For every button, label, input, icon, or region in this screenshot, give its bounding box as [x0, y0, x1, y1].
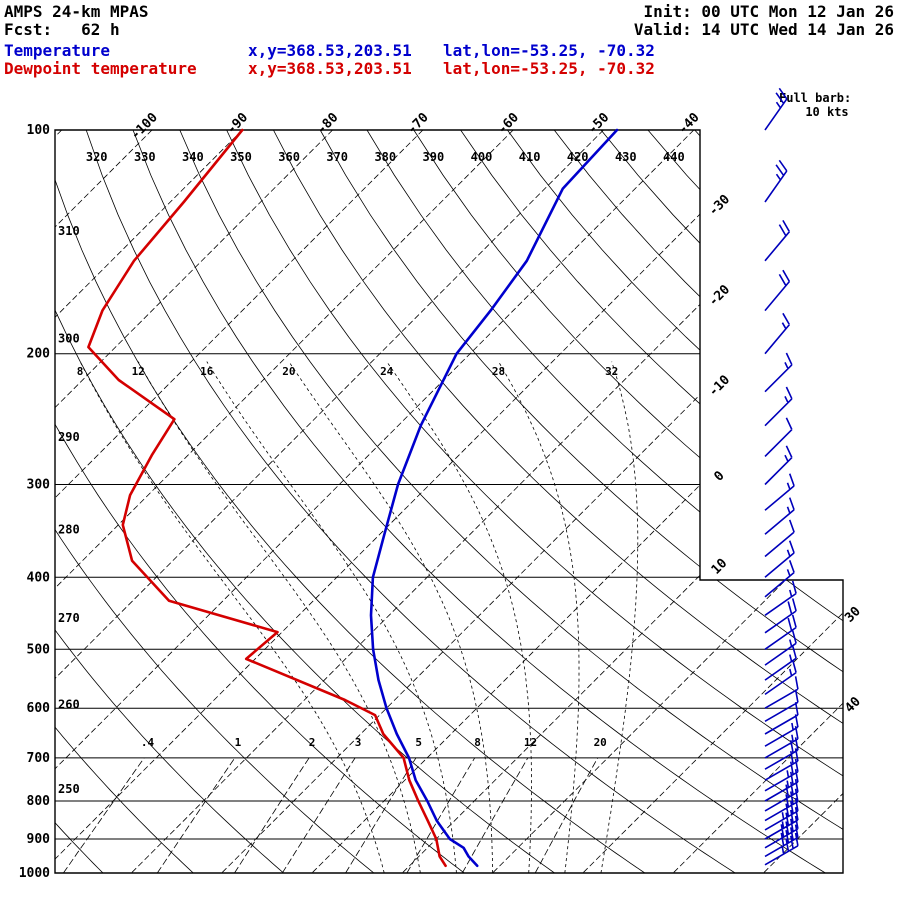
svg-text:200: 200: [27, 347, 51, 362]
svg-text:340: 340: [182, 150, 204, 164]
svg-text:430: 430: [615, 150, 637, 164]
svg-text:320: 320: [86, 150, 108, 164]
isotherm-lines: [55, 130, 843, 873]
svg-text:500: 500: [27, 642, 51, 657]
svg-text:400: 400: [27, 570, 51, 585]
svg-text:40: 40: [842, 694, 864, 716]
svg-text:300: 300: [58, 331, 80, 345]
svg-text:410: 410: [519, 150, 541, 164]
svg-text:2: 2: [309, 736, 316, 749]
forecast-hour: Fcst: 62 h: [4, 20, 120, 39]
pressure-gridlines: [55, 130, 843, 873]
svg-text:270: 270: [58, 611, 80, 625]
svg-text:-30: -30: [706, 192, 733, 219]
svg-text:-50: -50: [585, 110, 612, 137]
svg-text:3: 3: [355, 736, 362, 749]
svg-text:-60: -60: [495, 110, 522, 137]
moist-adiabat-lines: [79, 361, 639, 873]
mixing-ratio-lines: [63, 757, 599, 873]
svg-text:.4: .4: [141, 736, 155, 749]
svg-text:20: 20: [594, 736, 607, 749]
svg-text:8: 8: [474, 736, 481, 749]
svg-text:1000: 1000: [19, 866, 50, 881]
barb-legend: Full barb: 10 kts: [779, 91, 875, 119]
temperature-curve: [369, 128, 619, 868]
svg-text:440: 440: [663, 150, 685, 164]
plot-border: [54, 129, 844, 874]
dewpoint-xy: x,y=368.53,203.51: [248, 59, 412, 78]
svg-text:100: 100: [27, 123, 51, 138]
svg-text:-40: -40: [675, 110, 702, 137]
valid-time: Valid: 14 UTC Wed 14 Jan 26: [633, 20, 894, 39]
svg-text:12: 12: [524, 736, 537, 749]
temperature-xy: x,y=368.53,203.51: [248, 41, 412, 60]
barb-legend-line2: 10 kts: [805, 105, 849, 119]
wind-barbs: [764, 87, 799, 866]
svg-text:250: 250: [58, 782, 80, 796]
svg-text:1: 1: [235, 736, 242, 749]
svg-text:260: 260: [58, 698, 80, 712]
svg-text:300: 300: [27, 478, 51, 493]
svg-text:30: 30: [842, 604, 864, 626]
svg-text:16: 16: [200, 365, 214, 378]
svg-text:10: 10: [709, 556, 731, 578]
svg-text:290: 290: [58, 430, 80, 444]
dewpoint-curve: [87, 128, 447, 868]
dry-adiabat-lines: [55, 130, 843, 873]
svg-text:600: 600: [27, 701, 51, 716]
model-title: AMPS 24-km MPAS: [4, 2, 149, 21]
svg-text:8: 8: [77, 365, 84, 378]
svg-text:-10: -10: [706, 372, 733, 399]
svg-text:-70: -70: [405, 110, 432, 137]
svg-text:5: 5: [415, 736, 422, 749]
temperature-legend-label: Temperature: [4, 41, 110, 60]
svg-text:28: 28: [492, 365, 505, 378]
svg-text:330: 330: [134, 150, 156, 164]
svg-text:12: 12: [132, 365, 145, 378]
svg-text:20: 20: [282, 365, 295, 378]
dewpoint-legend-label: Dewpoint temperature: [4, 59, 197, 78]
svg-text:420: 420: [567, 150, 589, 164]
svg-text:390: 390: [423, 150, 445, 164]
barb-legend-line1: Full barb:: [779, 91, 852, 105]
svg-text:380: 380: [374, 150, 396, 164]
svg-text:310: 310: [58, 224, 80, 238]
svg-text:0: 0: [711, 468, 727, 484]
svg-text:800: 800: [27, 794, 51, 809]
svg-text:24: 24: [380, 365, 394, 378]
svg-text:280: 280: [58, 523, 80, 537]
svg-text:-20: -20: [706, 282, 733, 309]
svg-text:400: 400: [471, 150, 493, 164]
temperature-latlon: lat,lon=-53.25, -70.32: [443, 41, 655, 60]
svg-text:-80: -80: [314, 110, 341, 137]
svg-text:32: 32: [605, 365, 618, 378]
svg-text:360: 360: [278, 150, 300, 164]
svg-text:700: 700: [27, 751, 51, 766]
svg-text:350: 350: [230, 150, 252, 164]
svg-text:370: 370: [326, 150, 348, 164]
init-time: Init: 00 UTC Mon 12 Jan 26: [643, 2, 894, 21]
svg-text:900: 900: [27, 832, 51, 847]
dewpoint-latlon: lat,lon=-53.25, -70.32: [443, 59, 655, 78]
